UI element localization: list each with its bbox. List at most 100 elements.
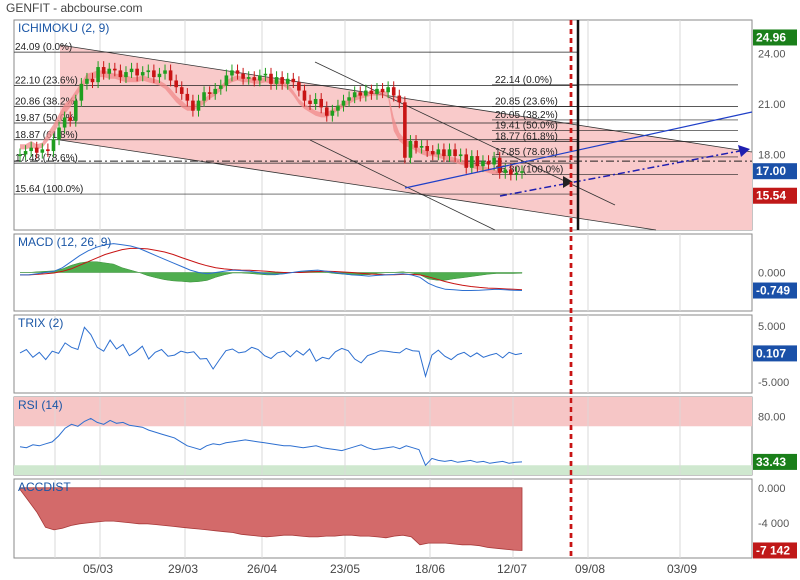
x-tick-1: 29/03 bbox=[168, 562, 198, 576]
candle-body-69 bbox=[403, 102, 407, 158]
candle-body-21 bbox=[135, 68, 139, 76]
candle-body-86 bbox=[497, 157, 502, 173]
value-badge-3: 33.43 bbox=[756, 455, 786, 469]
panel-frame-2 bbox=[13, 314, 753, 394]
candle-body-90 bbox=[520, 171, 524, 173]
candle-body-60 bbox=[352, 92, 357, 98]
channel-lower-line bbox=[59, 139, 657, 231]
value-badge-4: -7 142 bbox=[756, 543, 790, 557]
candle-body-43 bbox=[258, 75, 262, 81]
x-tick-4: 18/06 bbox=[415, 562, 445, 576]
candle-body-9 bbox=[68, 117, 72, 121]
candle-body-40 bbox=[241, 73, 245, 79]
value-badge-2: 0.107 bbox=[756, 346, 786, 360]
y-tick-3-0: 80.00 bbox=[758, 412, 786, 424]
candle-body-80 bbox=[464, 154, 469, 168]
candle-body-2 bbox=[29, 147, 33, 152]
x-tick-2: 26/04 bbox=[247, 562, 277, 576]
value-badge-1: -0.749 bbox=[756, 284, 790, 298]
candle-body-87 bbox=[503, 169, 508, 173]
fib-left-label-2: 20.86 (38.2%) bbox=[15, 96, 78, 107]
rsi-line bbox=[19, 417, 523, 467]
candle-body-31 bbox=[191, 100, 195, 111]
candle-body-73 bbox=[425, 146, 429, 152]
candle-body-32 bbox=[196, 100, 201, 111]
candle-body-50 bbox=[297, 82, 301, 91]
candle-body-44 bbox=[263, 73, 268, 76]
candle-body-85 bbox=[492, 157, 496, 165]
rsi-overbought-band bbox=[14, 397, 752, 427]
candle-body-4 bbox=[40, 149, 45, 153]
candle-body-36 bbox=[219, 85, 223, 89]
y-tick-4-1: -4 000 bbox=[758, 518, 789, 530]
candle-body-78 bbox=[453, 149, 457, 157]
candle-body-23 bbox=[146, 70, 151, 73]
candle-body-10 bbox=[73, 100, 78, 121]
candle-body-39 bbox=[235, 70, 240, 74]
y-tick-4-0: 0.000 bbox=[758, 483, 786, 495]
candle-body-45 bbox=[269, 73, 273, 84]
candle-body-1 bbox=[23, 151, 28, 155]
candle-body-35 bbox=[213, 88, 218, 94]
candle-body-51 bbox=[302, 90, 307, 101]
candle-body-54 bbox=[319, 98, 323, 108]
y-tick-0-1: 21.00 bbox=[758, 99, 786, 111]
fib-left-label-1: 22.10 (23.6%) bbox=[15, 76, 78, 87]
trend-line-b bbox=[309, 139, 496, 231]
fib-left-label-3: 19.87 (50.0%) bbox=[15, 113, 78, 124]
y-tick-0-0: 24.00 bbox=[758, 49, 786, 61]
candle-body-42 bbox=[252, 77, 257, 81]
candle-body-52 bbox=[308, 100, 312, 104]
candle-body-76 bbox=[442, 149, 446, 157]
candle-body-68 bbox=[397, 95, 402, 103]
candle-body-25 bbox=[157, 73, 162, 78]
candle-body-8 bbox=[62, 117, 67, 128]
candle-body-3 bbox=[34, 147, 39, 153]
fib-right-label-5: 17.85 (78.6%) bbox=[495, 147, 558, 158]
y-tick-1-0: 0.000 bbox=[758, 268, 786, 280]
candle-body-18 bbox=[118, 70, 123, 78]
candle-body-66 bbox=[386, 87, 390, 93]
fib-right-label-0: 22.14 (0.0%) bbox=[495, 75, 552, 86]
panel-title-3: RSI (14) bbox=[18, 398, 63, 412]
price-badge-1: 17.00 bbox=[756, 164, 786, 178]
candle-body-83 bbox=[481, 161, 485, 167]
candle-body-12 bbox=[85, 78, 89, 84]
candle-body-20 bbox=[129, 68, 134, 73]
candle-body-30 bbox=[185, 93, 190, 101]
candle-body-16 bbox=[107, 68, 112, 74]
candle-body-24 bbox=[152, 70, 156, 78]
price-badge-2: 15.54 bbox=[756, 189, 786, 203]
candle-body-74 bbox=[430, 151, 435, 155]
candle-body-15 bbox=[101, 67, 106, 74]
candle-body-6 bbox=[51, 139, 56, 152]
candle-body-47 bbox=[280, 77, 284, 84]
candle-body-22 bbox=[140, 72, 145, 76]
candle-body-13 bbox=[90, 78, 95, 83]
candle-body-38 bbox=[230, 70, 234, 76]
projection-arrowhead bbox=[738, 145, 750, 157]
panel-title-4: ACCDIST bbox=[18, 480, 71, 494]
candle-body-29 bbox=[179, 87, 184, 94]
candle-body-41 bbox=[246, 77, 251, 79]
value-badge-1-bg bbox=[753, 282, 797, 299]
candle-body-26 bbox=[163, 70, 167, 74]
fib-left-label-6: 15.64 (100.0%) bbox=[15, 184, 83, 195]
candle-body-5 bbox=[46, 149, 50, 152]
candle-body-71 bbox=[414, 140, 418, 148]
candle-body-70 bbox=[408, 140, 413, 158]
candle-body-58 bbox=[341, 100, 346, 106]
candle-body-63 bbox=[369, 90, 374, 94]
fib-right-label-6: 16.80 (100.0%) bbox=[495, 165, 563, 176]
price-badge-2-bg bbox=[753, 187, 797, 204]
candle-body-84 bbox=[486, 161, 491, 165]
x-tick-0: 05/03 bbox=[83, 562, 113, 576]
x-tick-6: 09/08 bbox=[575, 562, 605, 576]
candle-body-19 bbox=[124, 72, 128, 78]
panel-title-0: ICHIMOKU (2, 9) bbox=[18, 21, 109, 35]
candle-body-11 bbox=[79, 83, 84, 101]
panel-title-2: TRIX (2) bbox=[18, 316, 63, 330]
channel-upper-line bbox=[59, 44, 753, 153]
